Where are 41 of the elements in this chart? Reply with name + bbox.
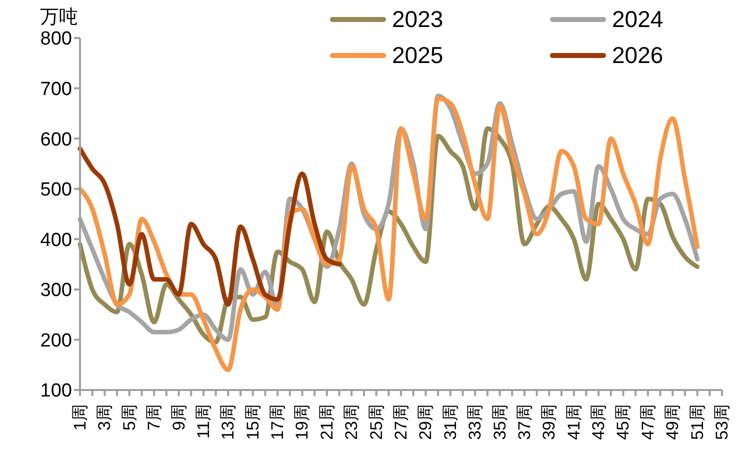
x-tick-label: 45周	[614, 404, 633, 440]
x-tick-label: 29周	[416, 404, 436, 440]
y-axis-title: 万吨	[40, 6, 78, 30]
x-tick-label: 9周	[169, 404, 188, 430]
x-tick-label: 43周	[589, 404, 608, 440]
x-tick-label: 47周	[638, 404, 658, 440]
x-tick-label: 37周	[514, 404, 534, 440]
x-tick-label: 25周	[366, 404, 386, 440]
y-tick-label: 100	[40, 380, 72, 402]
x-tick-label: 7周	[144, 404, 164, 430]
x-tick-label: 23周	[342, 404, 362, 440]
y-tick-label: 500	[40, 180, 72, 201]
x-tick-label: 13周	[218, 404, 238, 440]
x-tick-label: 53周	[712, 404, 732, 440]
legend-label: 2024	[612, 6, 664, 32]
x-tick-label: 5周	[120, 404, 139, 430]
x-tick-label: 11周	[194, 404, 213, 439]
x-tick-label: 31周	[440, 404, 460, 440]
x-tick-label: 49周	[663, 404, 682, 440]
x-tick-label: 19周	[292, 404, 312, 440]
y-tick-label: 600	[40, 129, 72, 150]
x-tick-label: 41周	[564, 404, 584, 440]
x-tick-label: 21周	[317, 404, 336, 440]
x-tick-label: 39周	[540, 404, 559, 440]
x-tick-label: 17周	[268, 404, 288, 440]
x-tick-label: 3周	[95, 404, 114, 430]
y-tick-label: 300	[40, 280, 72, 302]
x-tick-label: 27周	[392, 404, 410, 440]
x-tick-label: 35周	[490, 404, 510, 440]
y-tick-label: 800	[40, 28, 72, 50]
y-tick-label: 200	[40, 330, 72, 352]
y-tick-label: 700	[40, 79, 72, 100]
y-tick-label: 400	[40, 230, 72, 251]
x-tick-label: 1周	[70, 404, 90, 430]
x-tick-label: 15周	[243, 404, 262, 440]
x-tick-label: 33周	[466, 404, 485, 440]
legend-label: 2025	[392, 42, 444, 68]
legend-label: 2023	[392, 6, 444, 32]
line-series	[78, 146, 342, 307]
x-tick-label: 51周	[688, 404, 707, 440]
legend-label: 2026	[612, 42, 664, 68]
